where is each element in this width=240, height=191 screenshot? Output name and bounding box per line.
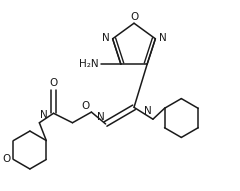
Text: O: O — [130, 12, 138, 22]
Text: N: N — [102, 33, 109, 43]
Text: H₂N: H₂N — [79, 59, 99, 69]
Text: N: N — [97, 112, 104, 122]
Text: O: O — [2, 155, 11, 164]
Text: O: O — [81, 101, 90, 111]
Text: O: O — [49, 78, 58, 88]
Text: N: N — [144, 106, 152, 116]
Text: N: N — [40, 110, 48, 120]
Text: N: N — [159, 33, 167, 43]
